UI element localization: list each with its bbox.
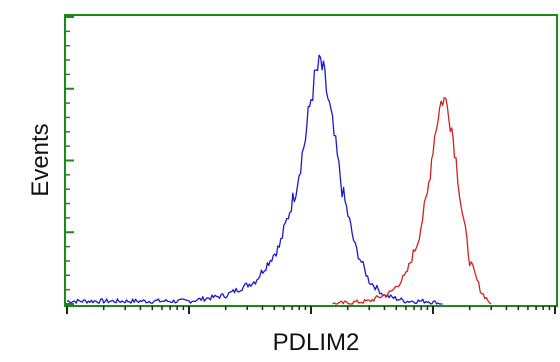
series-1-line	[66, 54, 443, 305]
plot-frame	[64, 14, 558, 307]
x-axis-ticks	[66, 306, 556, 314]
series-2-line	[332, 97, 492, 305]
y-axis-label: Events	[27, 123, 54, 196]
series-layer	[66, 54, 492, 305]
y-axis-ticks	[66, 16, 74, 305]
x-axis-label: PDLIM2	[273, 329, 360, 356]
